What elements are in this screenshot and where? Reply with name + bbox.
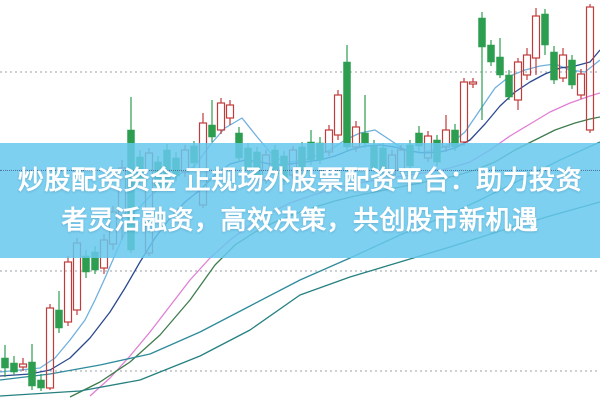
banner-line-2: 者灵活融资，高效决策，共创股市新机遇 bbox=[61, 205, 539, 235]
banner-line-1: 炒股配资资金 正规场外股票配资平台：助力投资 bbox=[17, 165, 583, 195]
gridline-over-banner bbox=[0, 170, 600, 171]
promo-banner-text: 炒股配资资金 正规场外股票配资平台：助力投资 者灵活融资，高效决策，共创股市新机… bbox=[0, 160, 600, 240]
promo-banner bbox=[0, 143, 600, 258]
